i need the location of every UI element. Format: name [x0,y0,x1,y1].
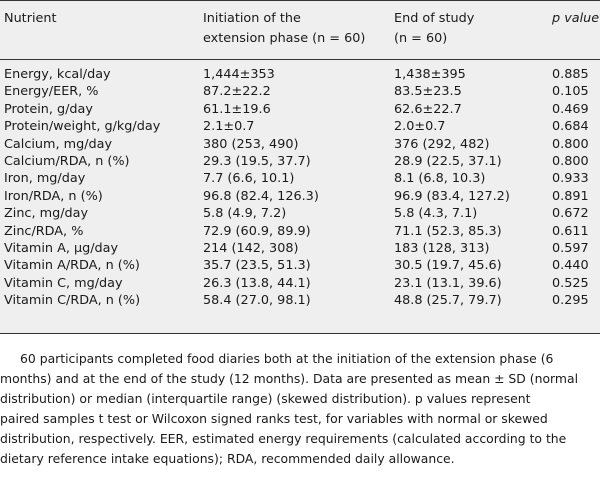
table-row: Vitamin A/RDA, n (%) 35.7 (23.5, 51.3) 30.… [0,257,600,274]
cell-initiation: 96.8 (82.4, 126.3) [203,188,319,204]
cell-end-of-study: 8.1 (6.8, 10.3) [394,171,486,187]
cell-initiation: 1,444±353 [203,67,275,82]
cell-end-of-study: 5.8 (4.3, 7.1) [394,206,478,222]
cell-end-of-study: 71.1 (52.3, 85.3) [394,223,502,239]
cell-end-of-study: 376 (292, 482) [394,136,490,152]
cell-initiation: 26.3 (13.8, 44.1) [203,275,311,291]
cell-p-value: 0.525 [552,275,589,291]
cell-end-of-study: 96.9 (83.4, 127.2) [394,188,510,204]
cell-p-value: 0.440 [552,258,589,274]
cell-end-of-study: 30.5 (19.7, 45.6) [394,258,502,274]
cell-p-value: 0.800 [552,154,589,170]
cell-initiation: 380 (253, 490) [203,136,299,152]
cell-initiation: 61.1±19.6 [203,101,271,117]
table-row: Iron/RDA, n (%) 96.8 (82.4, 126.3) 96.9 (8… [0,188,600,205]
cell-nutrient: Iron/RDA, n (%) [4,188,103,204]
cell-nutrient: Vitamin A, µg/day [4,241,119,257]
cell-initiation: 58.4 (27.0, 98.1) [203,293,311,309]
cell-end-of-study: 83.5±23.5 [394,84,462,100]
cell-initiation: 214 (142, 308) [203,241,299,257]
cell-end-of-study: 48.8 (25.7, 79.7) [394,293,502,309]
table-body: Energy, kcal/day 1,444±353 1,438±395 0.885 E… [0,60,600,310]
table-row: Energy/EER, % 87.2±22.2 83.5±23.5 0.105 [0,83,600,100]
cell-p-value: 0.891 [552,188,589,204]
cell-p-value: 0.672 [552,206,589,222]
cell-end-of-study: 23.1 (13.1, 39.6) [394,275,502,291]
table-row: Vitamin A, µg/day 214 (142, 308) 183 (128,… [0,240,600,257]
cell-initiation: 87.2±22.2 [203,84,271,100]
table-row: Vitamin C/RDA, n (%) 58.4 (27.0, 98.1) 48.… [0,292,600,309]
cell-nutrient: Calcium, mg/day [4,136,113,152]
table-row: Protein, g/day 61.1±19.6 62.6±22.7 0.469 [0,101,600,118]
header-end-line2: (n = 60) [394,31,448,46]
cell-p-value: 0.597 [552,241,589,257]
table-row: Iron, mg/day 7.7 (6.6, 10.1) 8.1 (6.8, 10.… [0,170,600,187]
header-nutrient: Nutrient [0,1,203,60]
cell-initiation: 7.7 (6.6, 10.1) [203,171,295,187]
table-row: Calcium/RDA, n (%) 29.3 (19.5, 37.7) 28.9 … [0,153,600,170]
cell-nutrient: Vitamin A/RDA, n (%) [4,258,140,274]
header-p-value: p value [552,1,600,60]
cell-p-value: 0.684 [552,119,589,135]
cell-p-value: 0.611 [552,223,589,239]
cell-nutrient: Vitamin C/RDA, n (%) [4,293,141,309]
cell-initiation: 35.7 (23.5, 51.3) [203,258,311,274]
cell-nutrient: Zinc, mg/day [4,206,89,222]
cell-end-of-study: 183 (128, 313) [394,241,490,257]
footnote-line-2: months) and at the end of the study (12 … [0,371,579,386]
cell-initiation: 2.1±0.7 [203,119,255,135]
table-row: Zinc, mg/day 5.8 (4.9, 7.2) 5.8 (4.3, 7.1)… [0,205,600,222]
cell-end-of-study: 1,438±395 [394,67,466,82]
footnote-line-3: distribution) or median (interquartile r… [0,391,531,406]
cell-p-value: 0.469 [552,101,589,117]
header-initiation-line2: extension phase (n = 60) [203,31,366,46]
footnote-line-4: paired samples t test or Wilcoxon signed… [0,411,548,426]
footnote-line-5: distribution, respectively. EER, estimat… [0,431,567,446]
cell-nutrient: Energy/EER, % [4,84,99,100]
header-initiation: Initiation of the extension phase (n = 6… [203,1,394,60]
cell-nutrient: Protein/weight, g/kg/day [4,119,161,135]
table-row: Energy, kcal/day 1,444±353 1,438±395 0.885 [0,60,600,84]
table-row: Zinc/RDA, % 72.9 (60.9, 89.9) 71.1 (52.3, … [0,223,600,240]
cell-nutrient: Energy, kcal/day [4,67,111,82]
nutrient-table-panel: Nutrient Initiation of the extension pha… [0,0,600,334]
cell-p-value: 0.105 [552,84,589,100]
header-initiation-line1: Initiation of the [203,11,301,26]
header-end-of-study: End of study (n = 60) [394,1,552,60]
cell-end-of-study: 2.0±0.7 [394,119,446,135]
cell-initiation: 72.9 (60.9, 89.9) [203,223,311,239]
header-end-line1: End of study [394,11,475,26]
table-row: Vitamin C, mg/day 26.3 (13.8, 44.1) 23.1 (… [0,275,600,292]
cell-nutrient: Vitamin C, mg/day [4,275,123,291]
cell-initiation: 29.3 (19.5, 37.7) [203,154,311,170]
cell-initiation: 5.8 (4.9, 7.2) [203,206,287,222]
table-row: Protein/weight, g/kg/day 2.1±0.7 2.0±0.7 0.… [0,118,600,135]
nutrient-table: Nutrient Initiation of the extension pha… [0,1,600,310]
cell-nutrient: Iron, mg/day [4,171,86,187]
cell-nutrient: Protein, g/day [4,101,93,117]
cell-p-value: 0.933 [552,171,589,187]
cell-p-value: 0.800 [552,136,589,152]
table-footnote: 60 participants completed food diaries b… [0,349,600,469]
cell-p-value: 0.885 [552,67,589,82]
footnote-line-1: 60 participants completed food diaries b… [20,351,554,366]
cell-end-of-study: 62.6±22.7 [394,101,462,117]
cell-nutrient: Zinc/RDA, % [4,223,84,239]
cell-end-of-study: 28.9 (22.5, 37.1) [394,154,502,170]
cell-nutrient: Calcium/RDA, n (%) [4,154,130,170]
table-row: Calcium, mg/day 380 (253, 490) 376 (292, 4… [0,136,600,153]
cell-p-value: 0.295 [552,293,589,309]
table-header: Nutrient Initiation of the extension pha… [0,1,600,60]
footnote-line-6: dietary reference intake equations); RDA… [0,451,455,466]
